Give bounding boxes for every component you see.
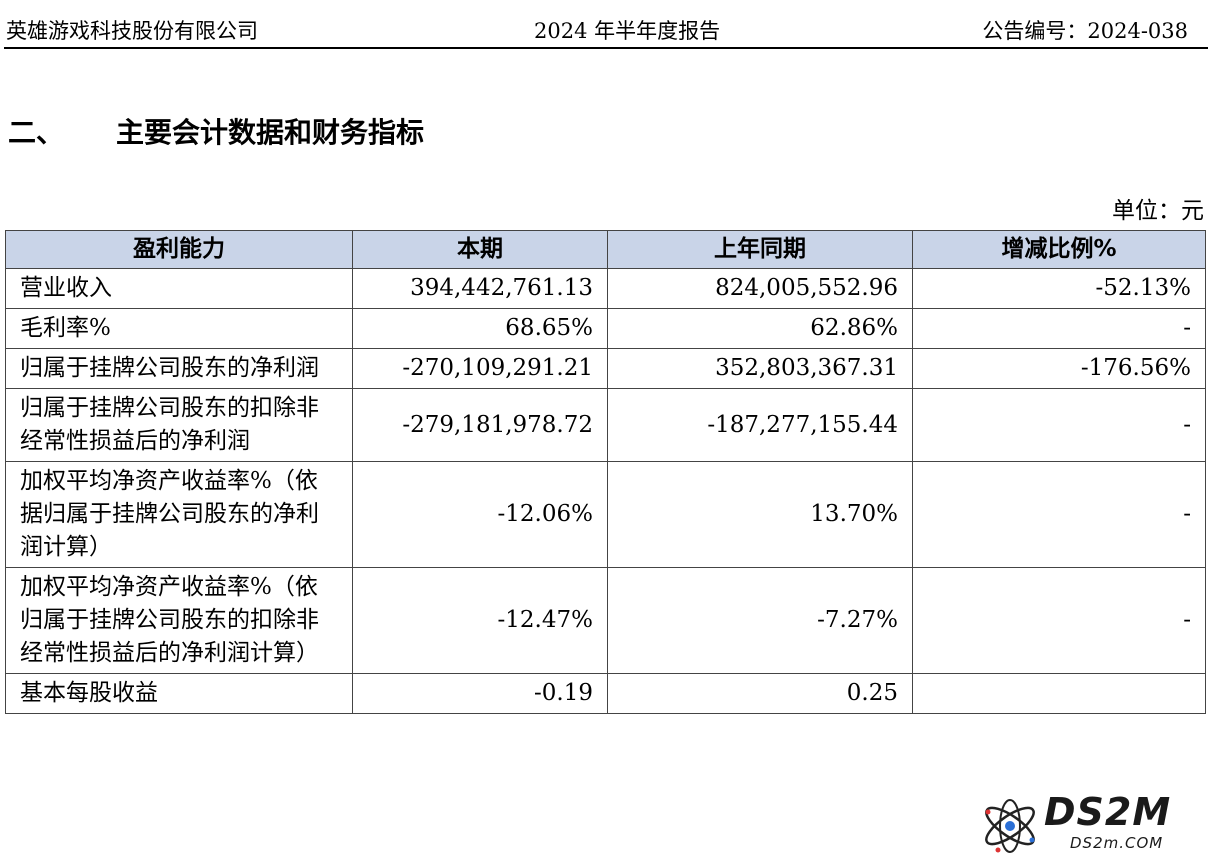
current-value: -270,109,291.21 <box>352 348 608 389</box>
row-label: 毛利率% <box>5 308 353 349</box>
watermark-brand: DS2M <box>1044 790 1172 834</box>
current-value: -12.47% <box>352 567 608 674</box>
row-label: 归属于挂牌公司股东的净利润 <box>5 348 353 389</box>
watermark-site: DS2m.COM <box>1070 834 1164 852</box>
prior-value: 62.86% <box>607 308 913 349</box>
change-value: - <box>912 567 1206 674</box>
col-header-profitability: 盈利能力 <box>5 230 353 269</box>
current-value: 394,442,761.13 <box>352 268 608 309</box>
table-row: 基本每股收益 -0.19 0.25 <box>5 673 1206 714</box>
prior-value: -7.27% <box>607 567 913 674</box>
section-number: 二、 <box>8 116 65 149</box>
atom-logo-icon <box>985 799 1035 853</box>
header-company: 英雄游戏科技股份有限公司 <box>6 19 258 43</box>
section-title: 主要会计数据和财务指标 <box>116 116 425 149</box>
table-row: 营业收入 394,442,761.13 824,005,552.96 -52.1… <box>5 268 1206 309</box>
row-label: 归属于挂牌公司股东的扣除非经常性损益后的净利润 <box>5 388 353 462</box>
table-row: 加权平均净资产收益率%（依归属于挂牌公司股东的扣除非经常性损益后的净利润计算） … <box>5 567 1206 674</box>
prior-value: 352,803,367.31 <box>607 348 913 389</box>
row-label: 加权平均净资产收益率%（依归属于挂牌公司股东的扣除非经常性损益后的净利润计算） <box>5 567 353 674</box>
col-header-change-pct: 增减比例% <box>912 230 1206 269</box>
change-value <box>912 673 1206 714</box>
change-value: -176.56% <box>912 348 1206 389</box>
watermark: DS2M DS2m.COM <box>970 790 1212 862</box>
change-value: - <box>912 461 1206 568</box>
financial-indicators-table: 盈利能力 本期 上年同期 增减比例% 营业收入 394,442,761.13 8… <box>5 230 1206 714</box>
unit-label: 单位：元 <box>1112 198 1204 224</box>
current-value: 68.65% <box>352 308 608 349</box>
col-header-prior-period: 上年同期 <box>607 230 913 269</box>
change-value: - <box>912 388 1206 462</box>
current-value: -12.06% <box>352 461 608 568</box>
table-row: 毛利率% 68.65% 62.86% - <box>5 308 1206 349</box>
change-value: - <box>912 308 1206 349</box>
table-row: 归属于挂牌公司股东的扣除非经常性损益后的净利润 -279,181,978.72 … <box>5 388 1206 462</box>
col-header-current-period: 本期 <box>352 230 608 269</box>
prior-value: 13.70% <box>607 461 913 568</box>
prior-value: 0.25 <box>607 673 913 714</box>
row-label: 基本每股收益 <box>5 673 353 714</box>
row-label: 加权平均净资产收益率%（依据归属于挂牌公司股东的净利润计算） <box>5 461 353 568</box>
section-heading: 二、 主要会计数据和财务指标 <box>8 108 424 158</box>
header-divider <box>4 47 1208 49</box>
change-value: -52.13% <box>912 268 1206 309</box>
current-value: -279,181,978.72 <box>352 388 608 462</box>
table-header-row: 盈利能力 本期 上年同期 增减比例% <box>5 230 1206 269</box>
prior-value: -187,277,155.44 <box>607 388 913 462</box>
current-value: -0.19 <box>352 673 608 714</box>
table-row: 归属于挂牌公司股东的净利润 -270,109,291.21 352,803,36… <box>5 348 1206 389</box>
prior-value: 824,005,552.96 <box>607 268 913 309</box>
row-label: 营业收入 <box>5 268 353 309</box>
header-report-title: 2024 年半年度报告 <box>534 19 721 43</box>
header-notice-number: 公告编号：2024-038 <box>982 19 1188 43</box>
table-row: 加权平均净资产收益率%（依据归属于挂牌公司股东的净利润计算） -12.06% 1… <box>5 461 1206 568</box>
